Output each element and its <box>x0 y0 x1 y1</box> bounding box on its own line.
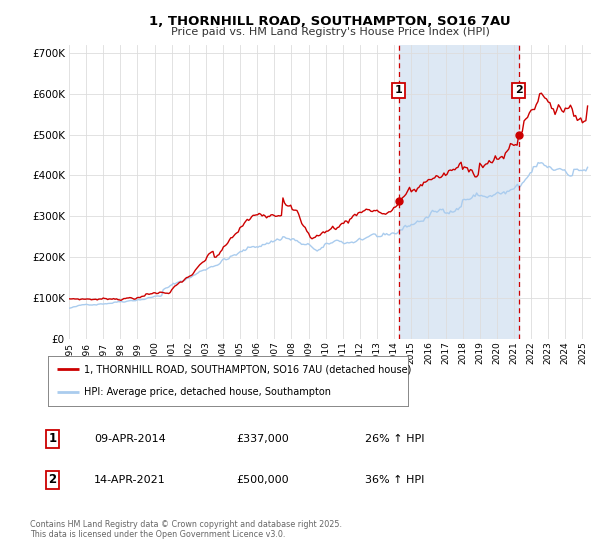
Text: Contains HM Land Registry data © Crown copyright and database right 2025.
This d: Contains HM Land Registry data © Crown c… <box>30 520 342 539</box>
Text: 2: 2 <box>48 473 56 487</box>
Text: 26% ↑ HPI: 26% ↑ HPI <box>365 434 424 444</box>
Text: £500,000: £500,000 <box>236 475 289 485</box>
Text: 1: 1 <box>395 85 403 95</box>
Text: 1, THORNHILL ROAD, SOUTHAMPTON, SO16 7AU (detached house): 1, THORNHILL ROAD, SOUTHAMPTON, SO16 7AU… <box>84 364 412 374</box>
Text: 2: 2 <box>515 85 523 95</box>
Bar <box>399 45 519 339</box>
Text: 1, THORNHILL ROAD, SOUTHAMPTON, SO16 7AU: 1, THORNHILL ROAD, SOUTHAMPTON, SO16 7AU <box>149 15 511 28</box>
Text: 09-APR-2014: 09-APR-2014 <box>94 434 166 444</box>
Text: 1: 1 <box>48 432 56 445</box>
Text: £337,000: £337,000 <box>236 434 289 444</box>
Text: 14-APR-2021: 14-APR-2021 <box>94 475 166 485</box>
Text: Price paid vs. HM Land Registry's House Price Index (HPI): Price paid vs. HM Land Registry's House … <box>170 27 490 37</box>
Text: 36% ↑ HPI: 36% ↑ HPI <box>365 475 424 485</box>
Text: HPI: Average price, detached house, Southampton: HPI: Average price, detached house, Sout… <box>84 388 331 398</box>
